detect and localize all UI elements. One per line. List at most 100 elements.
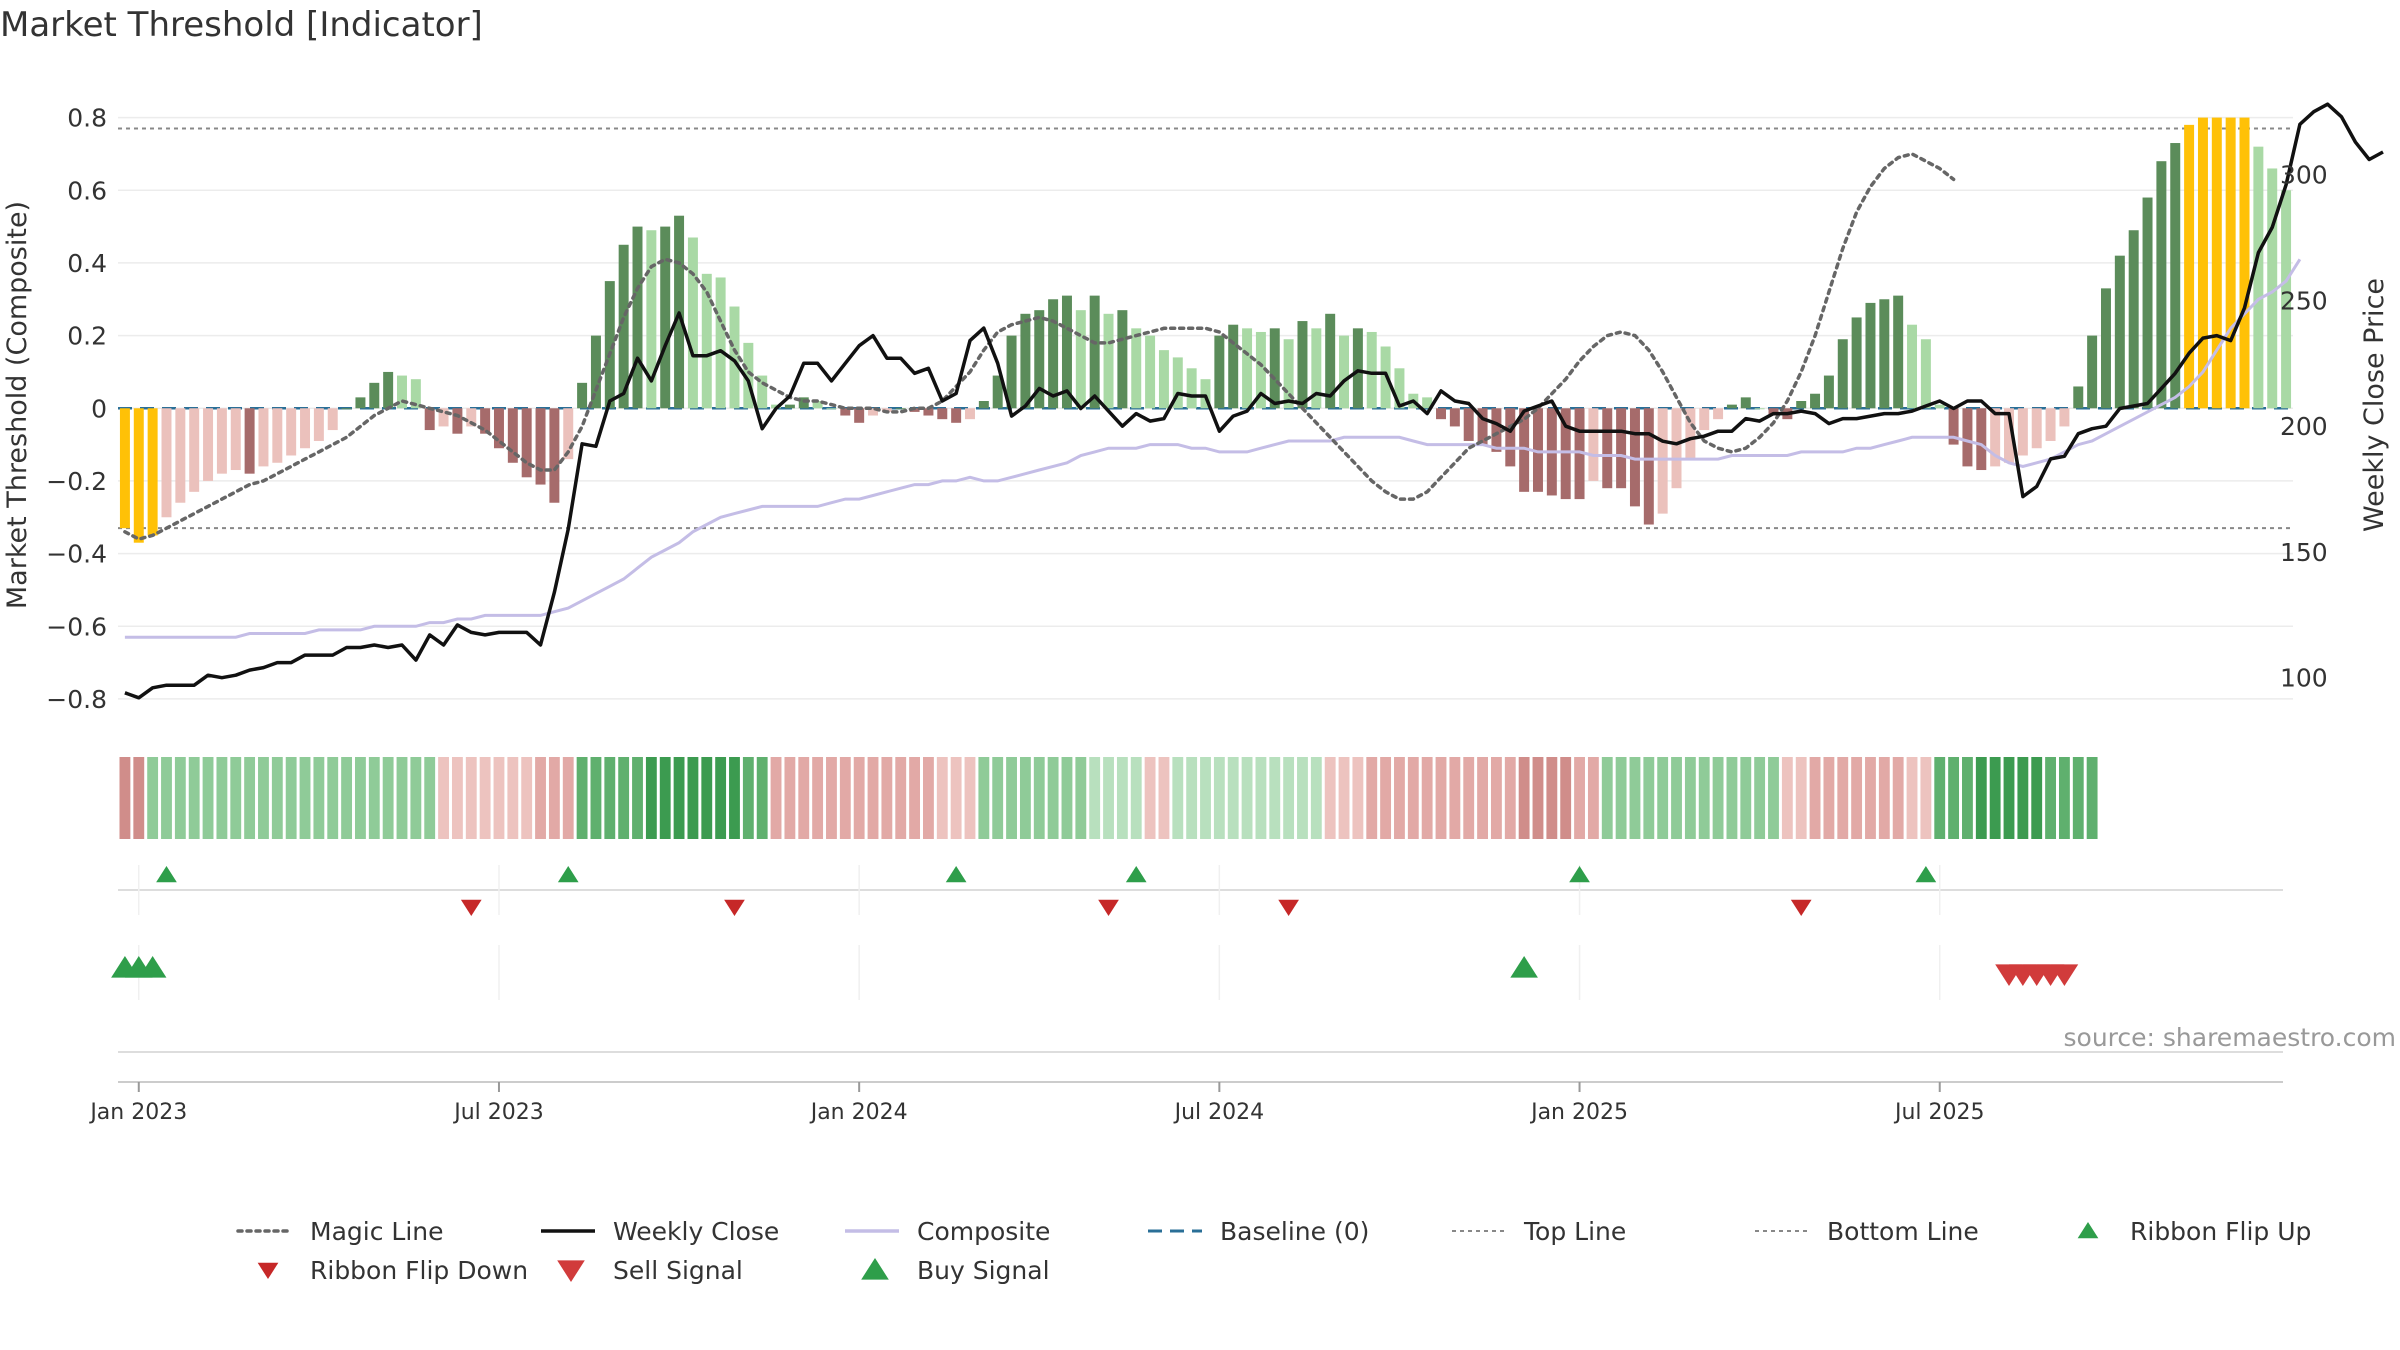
composite-bar (2156, 161, 2167, 409)
ribbon-cell (1684, 757, 1696, 839)
ribbon-cell (216, 757, 228, 839)
composite-bar (230, 408, 241, 471)
composite-bar (1061, 295, 1072, 409)
ribbon-cell (1518, 757, 1530, 839)
ribbon-cell (1047, 757, 1059, 839)
composite-bar (1048, 299, 1059, 409)
ribbon-cell (853, 757, 865, 839)
source-label: source: sharemaestro.com (2064, 1023, 2397, 1052)
ribbon-cell (2031, 757, 2043, 839)
composite-bar (1560, 408, 1571, 500)
legend-label: Composite (917, 1217, 1050, 1246)
ribbon-cell (299, 757, 311, 839)
composite-bar (992, 375, 1003, 409)
composite-bar (1422, 397, 1433, 409)
y-tick-label: 0.4 (67, 249, 107, 278)
ribbon-cell (1310, 757, 1322, 839)
composite-bar (1449, 408, 1460, 427)
ribbon-cell (936, 757, 948, 839)
x-tick-label: Jan 2024 (809, 1100, 908, 1125)
ribbon-cell (1352, 757, 1364, 839)
composite-bar (1934, 404, 1945, 409)
composite-bar (272, 408, 283, 463)
x-tick-label: Jul 2025 (1893, 1100, 1985, 1125)
ribbon-cell (188, 757, 200, 839)
ribbon-cell (548, 757, 560, 839)
ribbon-cell (1061, 757, 1073, 839)
composite-bar (1671, 408, 1682, 489)
composite-bar (840, 408, 851, 416)
composite-bar (729, 306, 740, 409)
ribbon-cell (659, 757, 671, 839)
ribbon-cell (507, 757, 519, 839)
composite-bar (355, 397, 366, 409)
composite-bar (660, 226, 671, 409)
composite-bar (1145, 335, 1156, 409)
composite-bar (1713, 408, 1724, 420)
composite-bar (1352, 328, 1363, 409)
ribbon-cell (1241, 757, 1253, 839)
composite-bar (147, 408, 158, 536)
magic-line (123, 152, 1956, 541)
composite-bar (978, 401, 989, 409)
ribbon-cell (964, 757, 976, 839)
composite-bar (2017, 408, 2028, 456)
y2-tick-label: 300 (2280, 161, 2328, 190)
composite-bar (313, 408, 324, 441)
composite-bar (203, 408, 214, 481)
composite-bar (1990, 408, 2001, 467)
legend-triangle-up-icon (2077, 1222, 2099, 1239)
sell-signal-marker (2050, 964, 2079, 986)
y-tick-label: −0.4 (46, 540, 107, 569)
composite-bar (604, 281, 615, 409)
composite-bar (590, 335, 601, 409)
ribbon-cell (1754, 757, 1766, 839)
composite-bar (577, 382, 588, 409)
composite-bar (2170, 143, 2181, 409)
composite-bar (1089, 295, 1100, 409)
ribbon-cell (1975, 757, 1987, 839)
ribbon-cell (1297, 757, 1308, 839)
composite-bar (2031, 408, 2042, 449)
ribbon-cell (1338, 757, 1350, 839)
composite-bar (2142, 197, 2153, 409)
composite-bars (119, 117, 2292, 543)
ribbon-cell (1477, 757, 1488, 839)
composite-bar (895, 408, 906, 410)
legend-label: Ribbon Flip Down (310, 1256, 528, 1285)
composite-bar (2100, 288, 2111, 409)
composite-bar (410, 379, 421, 409)
composite-bar (757, 375, 768, 409)
ribbon-cell (1089, 757, 1101, 839)
composite-bar (563, 408, 574, 460)
ribbon-cell (1643, 757, 1655, 839)
composite-bar (1519, 408, 1530, 492)
composite-bar (2225, 117, 2236, 409)
composite-bar (2184, 124, 2195, 409)
y2-tick-label: 150 (2280, 538, 2328, 567)
ribbon-cell (1103, 757, 1114, 839)
ribbon-cell (1144, 757, 1156, 839)
ribbon-flip-up-marker (945, 866, 967, 883)
ribbon-cell (1504, 757, 1516, 839)
ribbon-cell (673, 757, 685, 839)
composite-bar (2073, 386, 2084, 409)
signal-rows (111, 865, 2283, 1053)
legend-label: Magic Line (310, 1217, 444, 1246)
composite-bar (1255, 331, 1266, 409)
composite-bar (1657, 408, 1668, 514)
y-tick-label: 0 (91, 394, 107, 423)
ribbon-cell (1698, 757, 1710, 839)
ribbon-cell (1809, 757, 1821, 839)
ribbon-flip-up-marker (557, 866, 579, 883)
ribbon-cell (410, 757, 422, 839)
composite-bar (1588, 408, 1599, 481)
ribbon-cell (1962, 757, 1973, 839)
composite-bar (1075, 310, 1086, 409)
composite-bar (1436, 408, 1446, 420)
ribbon-cell (355, 757, 366, 839)
ribbon-flip-down-marker (1278, 899, 1299, 916)
composite-bar (2197, 117, 2208, 409)
ribbon-cell (1574, 757, 1585, 839)
